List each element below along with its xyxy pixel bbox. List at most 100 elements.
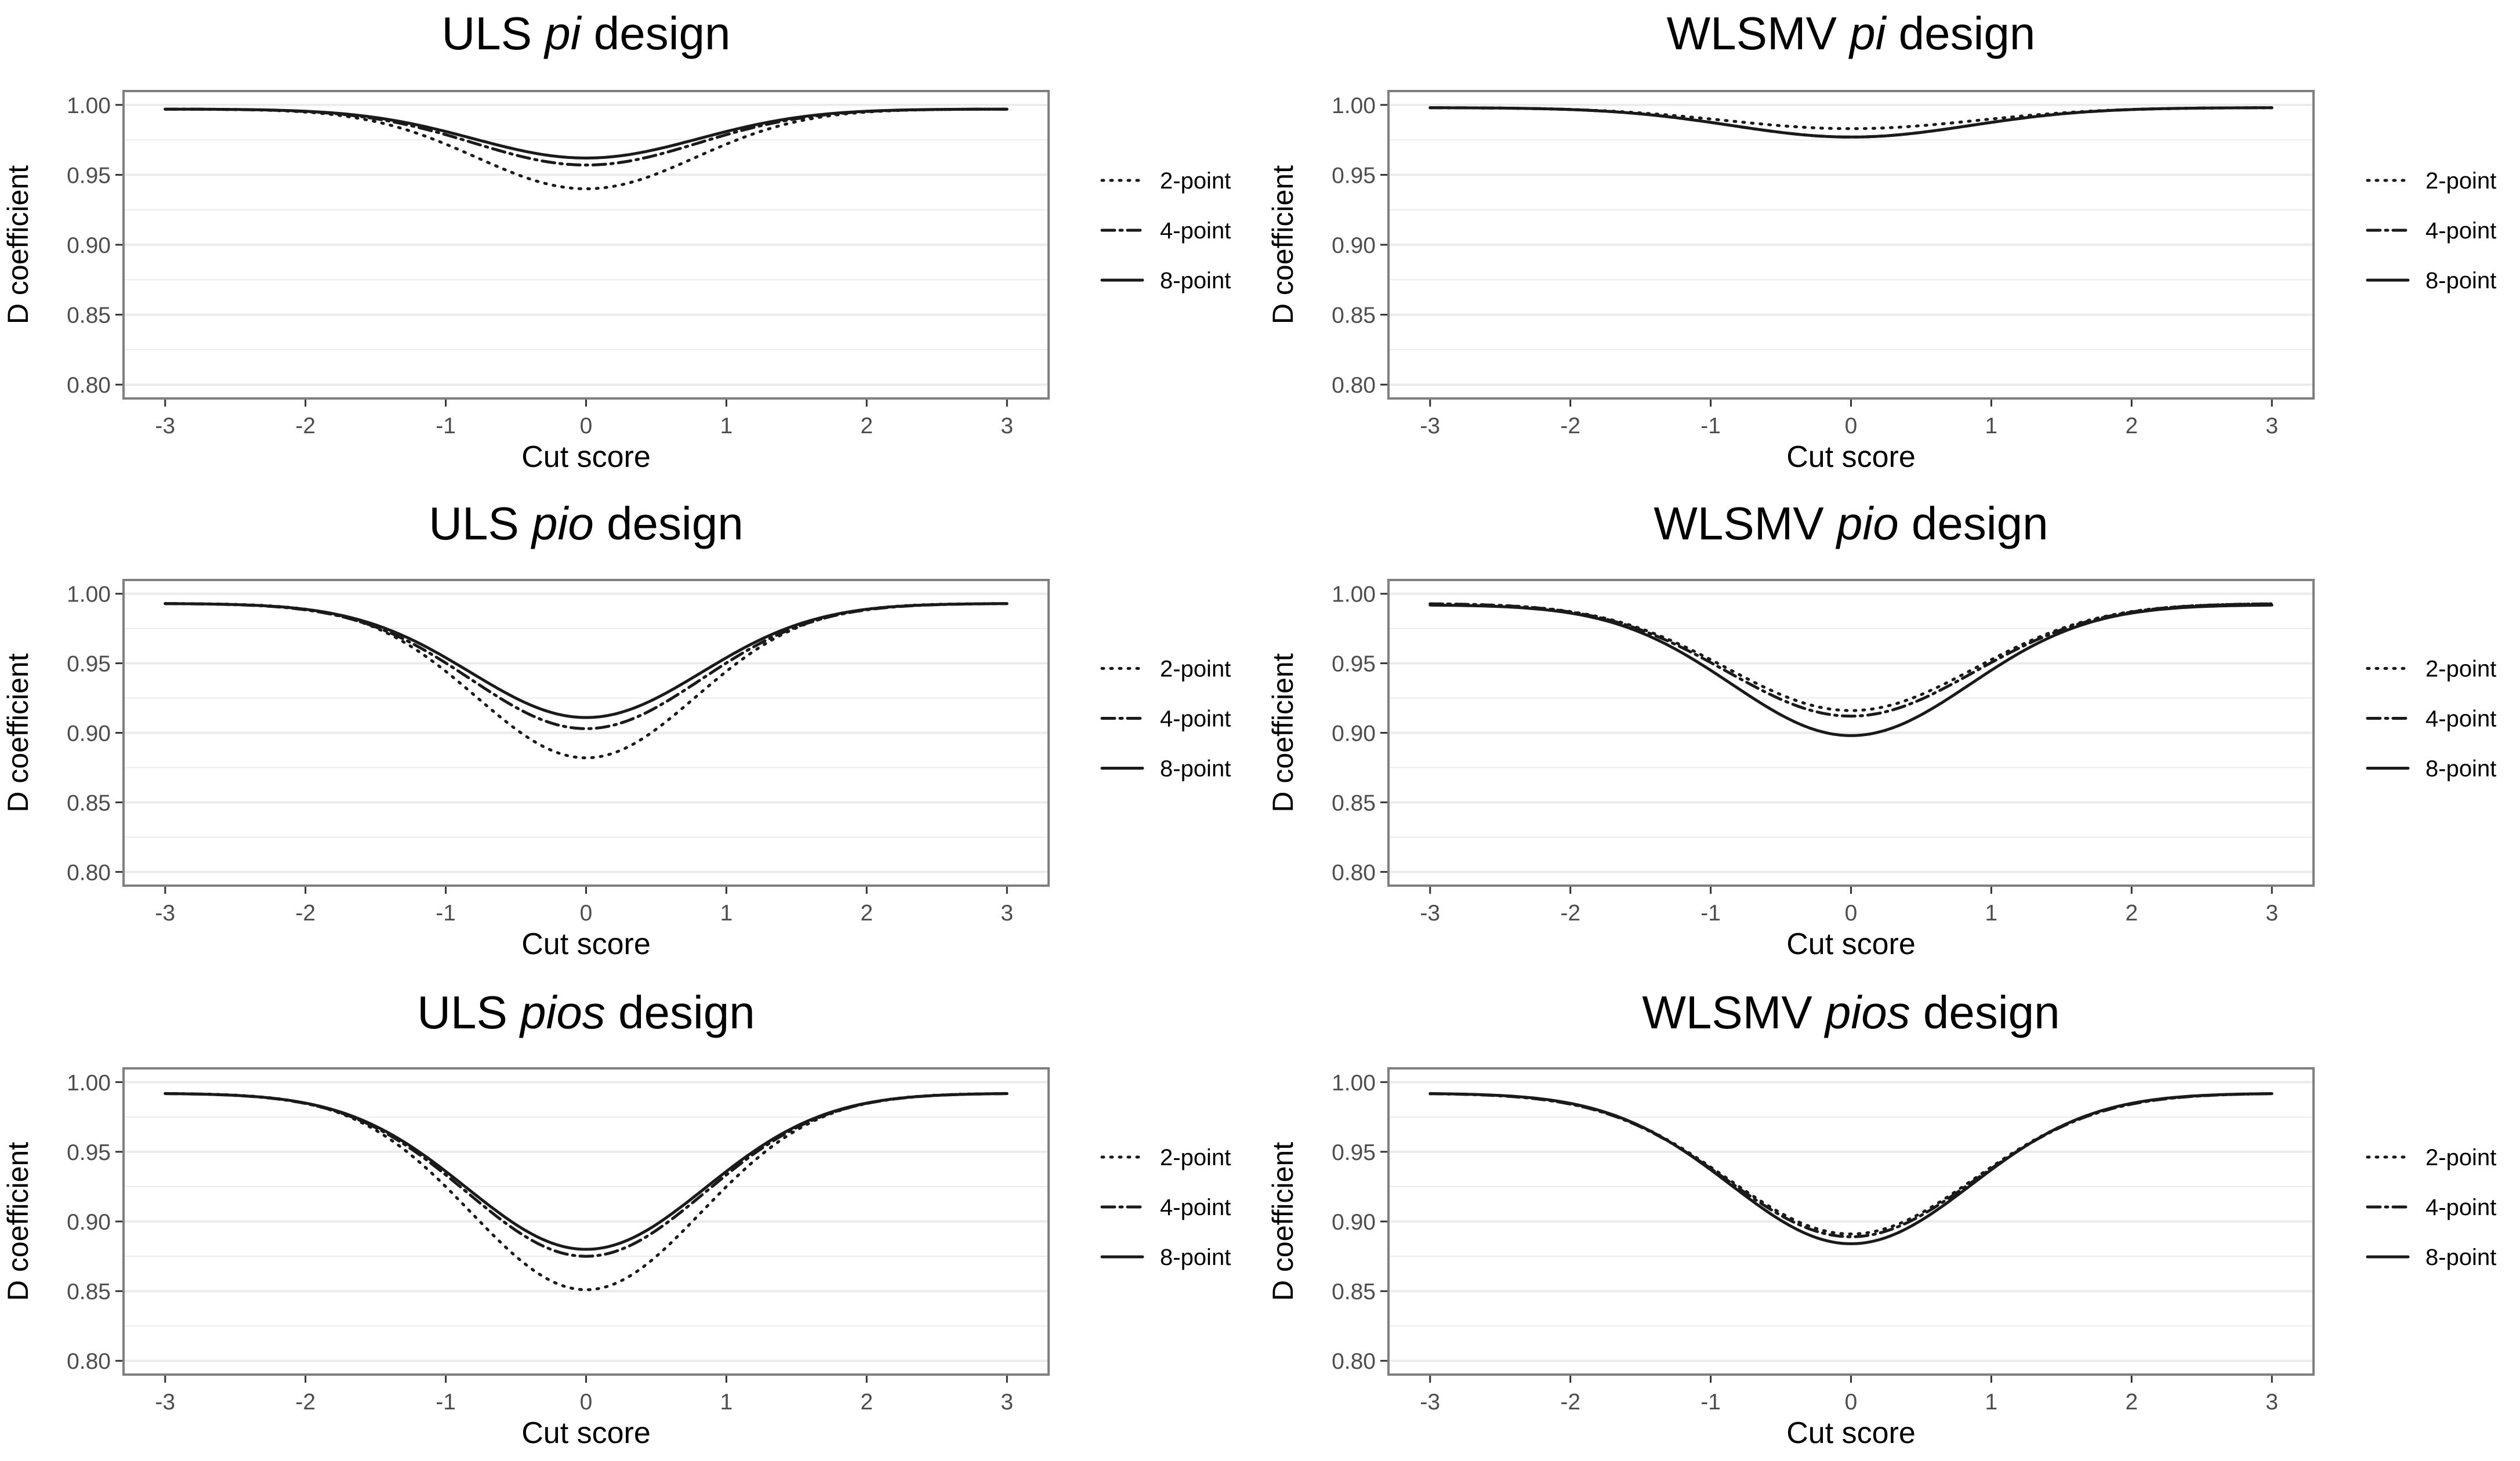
y-tick-label: 0.80 — [67, 1349, 111, 1374]
legend-label: 2-point — [2425, 657, 2496, 682]
x-tick-label: -1 — [1700, 901, 1721, 926]
title-space — [1910, 987, 1923, 1038]
x-tick-label: 0 — [580, 901, 593, 926]
series-line-8-point — [1428, 1092, 2274, 1245]
x-tick-label: 2 — [860, 901, 873, 926]
panel-4: WLSMV pio design 0.80 0.85 0.90 0.95 1.00 -3 -2… — [1267, 498, 2496, 961]
title-suffix: design — [607, 498, 744, 549]
legend: 2-point 4-point 8-point — [1100, 657, 1231, 782]
title-italic: pi — [543, 8, 582, 59]
title-prefix: ULS — [429, 498, 519, 549]
x-tick-label: -3 — [1420, 1390, 1440, 1415]
legend-label: 8-point — [1160, 268, 1231, 293]
x-tick-label: 0 — [1845, 1390, 1858, 1415]
x-tick-label: -1 — [1700, 1390, 1721, 1415]
y-tick-label: 1.00 — [1332, 93, 1376, 118]
y-tick-label: 0.85 — [67, 1279, 111, 1304]
series-line-8-point — [164, 107, 1009, 159]
series-line-2-point — [164, 107, 1009, 190]
legend-label: 2-point — [1160, 1145, 1231, 1170]
y-tick-label: 1.00 — [1332, 1071, 1376, 1096]
legend-label: 8-point — [2425, 1245, 2496, 1270]
y-axis-title: D coefficient — [1267, 653, 1299, 812]
title-space — [1886, 8, 1898, 59]
series-line-4-point — [164, 602, 1009, 730]
y-tick-label: 1.00 — [1332, 582, 1376, 607]
y-tick-label: 0.95 — [1332, 652, 1376, 677]
x-tick-label: 2 — [2125, 1390, 2138, 1415]
x-axis-title: Cut score — [521, 440, 651, 474]
legend-label: 2-point — [2425, 1145, 2496, 1170]
x-tick-label: 3 — [2265, 1390, 2278, 1415]
title-suffix: design — [1899, 8, 2036, 59]
panel-5: ULS pios design 0.80 0.85 0.90 0.95 1.00 -3 -2 -… — [2, 987, 1231, 1450]
y-tick-label: 0.85 — [1332, 303, 1376, 328]
series-line-4-point — [1428, 1092, 2274, 1238]
series-line-8-point — [164, 1092, 1009, 1251]
legend-label: 8-point — [1160, 1245, 1231, 1270]
legend-label: 2-point — [1160, 168, 1231, 194]
x-axis-title: Cut score — [1786, 440, 1916, 474]
x-tick-label: -2 — [295, 901, 316, 926]
title-space — [605, 987, 618, 1038]
y-tick-label: 0.90 — [1332, 722, 1376, 746]
x-tick-label: 2 — [860, 1390, 873, 1415]
y-tick-label: 0.90 — [67, 233, 111, 258]
legend-label: 4-point — [2425, 218, 2496, 244]
x-tick-label: -2 — [1560, 414, 1580, 438]
x-tick-label: 3 — [1000, 414, 1013, 438]
y-axis-title: D coefficient — [2, 653, 34, 812]
y-tick-label: 0.85 — [67, 303, 111, 328]
y-tick-label: 0.85 — [67, 791, 111, 815]
title-prefix: WLSMV — [1642, 987, 1812, 1038]
panel-title: ULS pio design — [429, 498, 744, 549]
title-space — [1824, 498, 1837, 549]
x-tick-label: -1 — [436, 901, 456, 926]
legend-label: 8-point — [1160, 756, 1231, 782]
series-line-8-point — [1428, 106, 2274, 139]
panel-title: WLSMV pi design — [1667, 8, 2036, 59]
y-tick-label: 0.95 — [67, 1140, 111, 1165]
title-suffix: design — [594, 8, 731, 59]
x-tick-label: 3 — [2265, 414, 2278, 438]
title-italic: pi — [1848, 8, 1887, 59]
y-tick-label: 0.80 — [1332, 373, 1376, 398]
title-space — [519, 498, 532, 549]
panel-2: WLSMV pi design 0.80 0.85 0.90 0.95 1.00 -3 -2 -… — [1267, 8, 2496, 474]
series-line-2-point — [164, 1092, 1009, 1292]
x-tick-label: 1 — [1985, 901, 1998, 926]
x-tick-label: 2 — [860, 414, 873, 438]
legend-label: 4-point — [1160, 706, 1231, 732]
x-tick-label: -1 — [436, 414, 456, 438]
panel-border — [122, 579, 1050, 887]
x-axis-title: Cut score — [521, 927, 651, 961]
title-suffix: design — [618, 987, 755, 1038]
x-tick-label: 0 — [580, 414, 593, 438]
x-tick-label: 1 — [1985, 414, 1998, 438]
y-tick-label: 1.00 — [67, 1071, 111, 1096]
title-prefix: WLSMV — [1654, 498, 1824, 549]
x-tick-label: -3 — [1420, 414, 1440, 438]
x-tick-label: -1 — [436, 1390, 456, 1415]
x-tick-label: 0 — [1845, 901, 1858, 926]
x-tick-label: -2 — [295, 414, 316, 438]
series-line-2-point — [1428, 1092, 2274, 1236]
panel-border — [122, 90, 1050, 400]
y-tick-label: 0.80 — [1332, 1349, 1376, 1374]
series-line-4-point — [164, 1092, 1009, 1258]
title-space — [594, 498, 607, 549]
y-tick-label: 0.95 — [67, 163, 111, 188]
y-tick-label: 0.95 — [1332, 163, 1376, 188]
legend: 2-point 4-point 8-point — [2366, 168, 2496, 293]
x-tick-label: -2 — [295, 1390, 316, 1415]
legend-label: 2-point — [1160, 657, 1231, 682]
x-tick-label: 0 — [1845, 414, 1858, 438]
legend: 2-point 4-point 8-point — [1100, 1145, 1231, 1270]
x-tick-label: -3 — [155, 901, 175, 926]
x-tick-label: -3 — [155, 1390, 175, 1415]
x-axis-title: Cut score — [1786, 1416, 1916, 1450]
series-line-8-point — [1428, 603, 2274, 737]
series-line-2-point — [1428, 106, 2274, 130]
title-italic: pio — [531, 498, 594, 549]
